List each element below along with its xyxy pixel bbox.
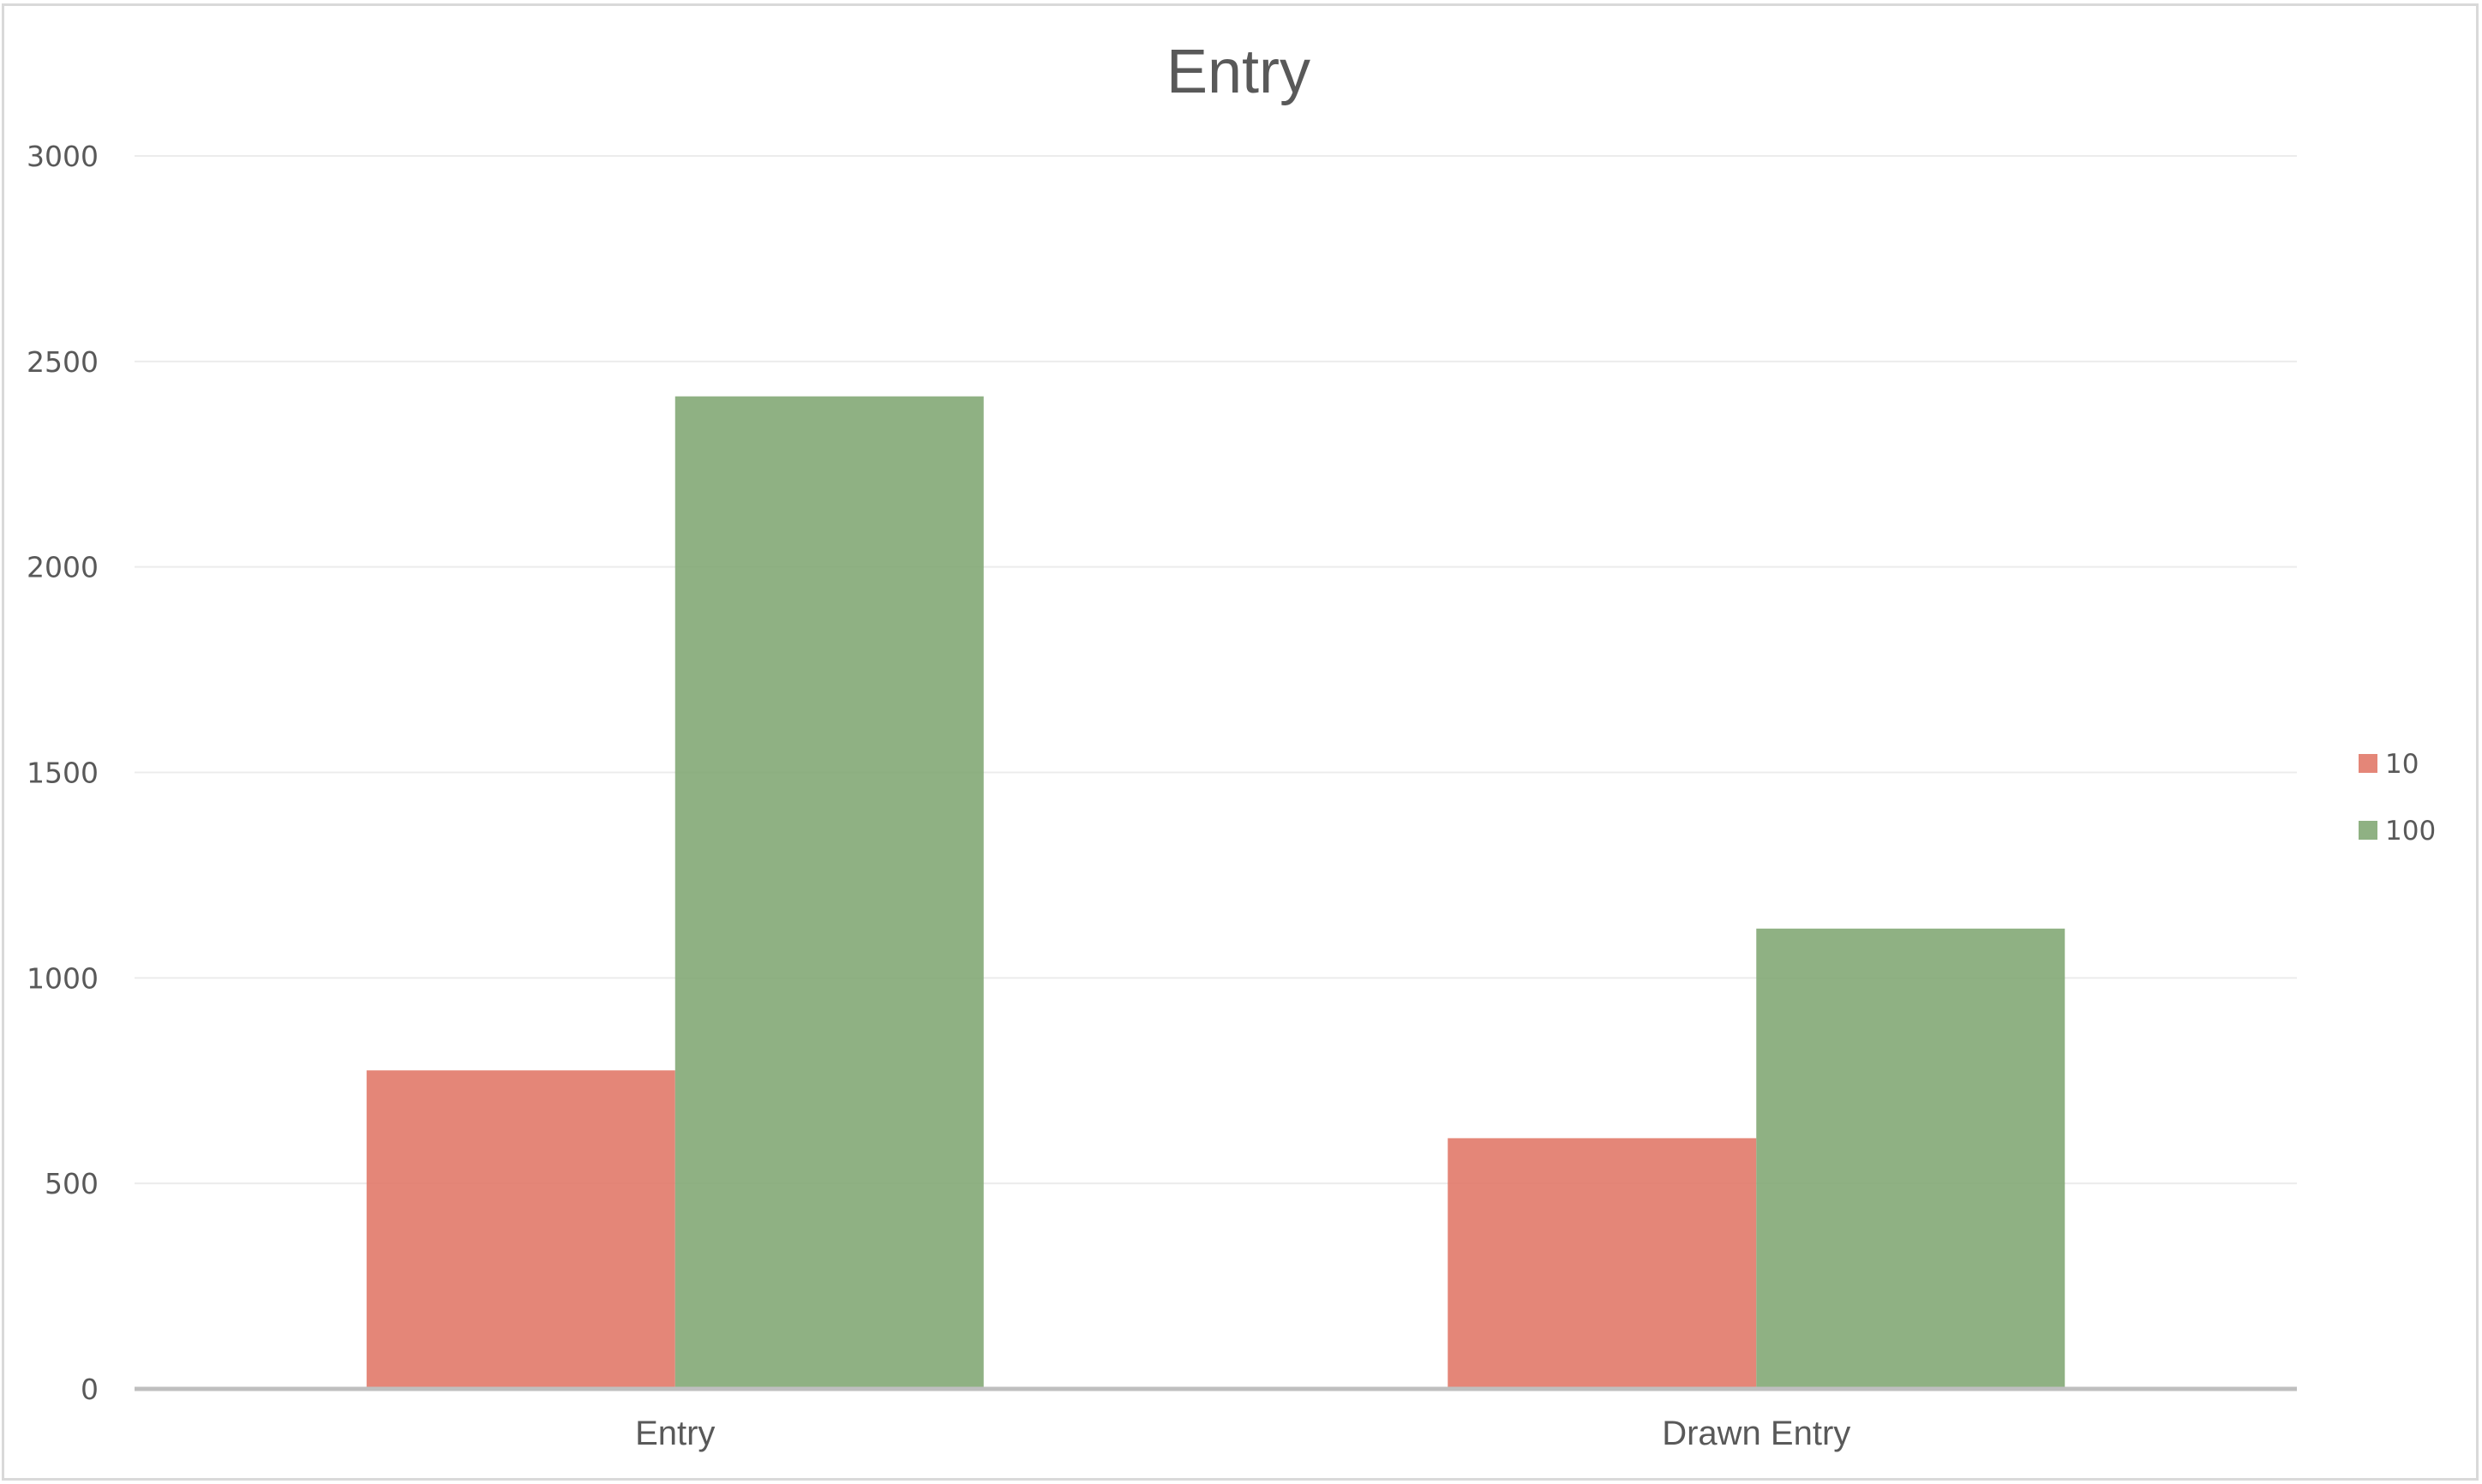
y-axis-ticks: 0 500 1000 1500 2000 2500 3000: [27, 140, 99, 1406]
bars: [366, 396, 2065, 1390]
bar-10-entry: [366, 1070, 675, 1389]
y-tick-label: 500: [45, 1167, 99, 1200]
legend-label-100: 100: [2385, 816, 2436, 847]
bar-10-drawn-entry: [1448, 1138, 1757, 1389]
legend-label-10: 10: [2385, 749, 2419, 780]
bar-100-drawn-entry: [1756, 928, 2065, 1389]
y-tick-label: 3000: [27, 140, 99, 173]
chart-title: Entry: [1166, 38, 1310, 106]
y-tick-label: 0: [81, 1373, 99, 1406]
y-tick-label: 1000: [27, 961, 99, 995]
x-category-label: Entry: [635, 1415, 715, 1452]
legend-swatch-100: [2359, 821, 2377, 840]
y-tick-label: 1500: [27, 757, 99, 790]
x-category-label: Drawn Entry: [1662, 1415, 1850, 1452]
y-tick-label: 2500: [27, 345, 99, 379]
legend: 10 100: [2359, 749, 2436, 847]
legend-swatch-10: [2359, 754, 2377, 773]
x-axis-categories: Entry Drawn Entry: [635, 1415, 1850, 1452]
bar-100-entry: [674, 396, 984, 1390]
y-tick-label: 2000: [27, 551, 99, 584]
